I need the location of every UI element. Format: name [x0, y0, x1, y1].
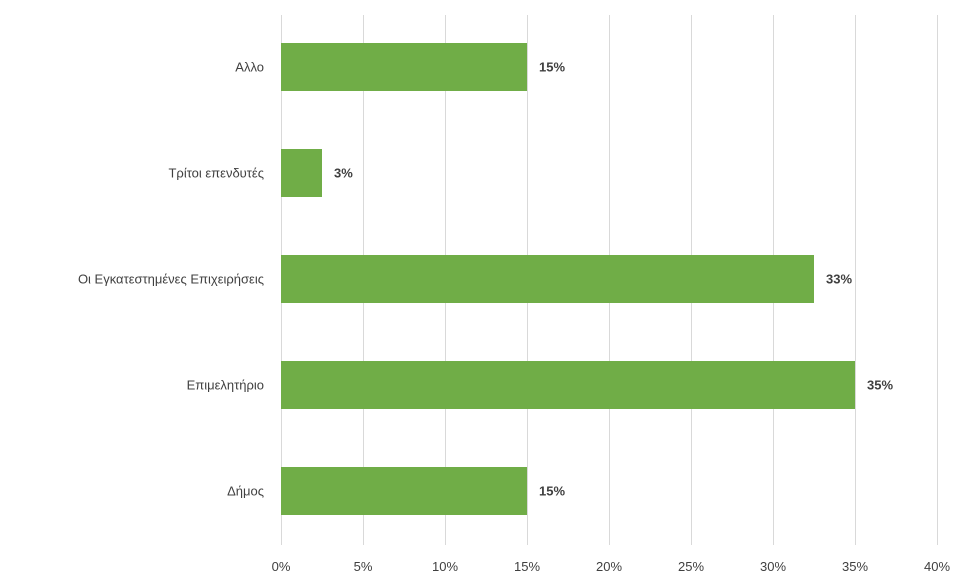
category-label: Επιμελητήριο: [187, 378, 264, 393]
bar: [281, 255, 814, 303]
data-labels: 15% 3% 33% 35% 15%: [334, 60, 893, 499]
x-tick-label: 0%: [272, 559, 291, 574]
x-tick-label: 35%: [842, 559, 868, 574]
x-tick-label: 15%: [514, 559, 540, 574]
bar: [281, 43, 527, 91]
data-label: 15%: [539, 484, 565, 499]
category-labels: Αλλο Τρίτοι επενδυτές Οι Εγκατεστημένες Επ…: [78, 60, 264, 499]
x-tick-label: 30%: [760, 559, 786, 574]
bar: [281, 467, 527, 515]
data-label: 3%: [334, 166, 353, 181]
bars: [281, 43, 855, 515]
x-tick-label: 25%: [678, 559, 704, 574]
category-label: Οι Εγκατεστημένες Επιχειρήσεις: [78, 272, 264, 287]
category-label: Δήμος: [227, 484, 264, 499]
data-label: 15%: [539, 60, 565, 75]
category-label: Αλλο: [235, 60, 264, 75]
x-axis-tick-labels: 0% 5% 10% 15% 20% 25% 30% 35% 40%: [272, 559, 951, 574]
category-label: Τρίτοι επενδυτές: [168, 166, 264, 181]
x-tick-label: 40%: [924, 559, 950, 574]
x-tick-label: 10%: [432, 559, 458, 574]
x-tick-label: 5%: [354, 559, 373, 574]
bar: [281, 149, 322, 197]
data-label: 35%: [867, 378, 893, 393]
x-tick-label: 20%: [596, 559, 622, 574]
data-label: 33%: [826, 272, 852, 287]
bar: [281, 361, 855, 409]
